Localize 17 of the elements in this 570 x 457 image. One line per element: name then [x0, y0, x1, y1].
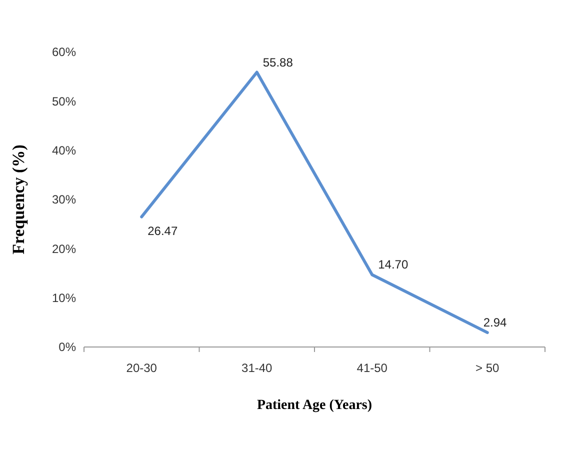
x-tick-label: > 50: [476, 361, 500, 375]
data-label: 26.47: [148, 224, 178, 238]
x-tick-label: 31-40: [242, 361, 273, 375]
y-tick-label: 20%: [52, 242, 76, 256]
y-axis-title: Frequency (%): [9, 144, 28, 254]
y-tick-label: 50%: [52, 94, 76, 108]
y-tick-label: 30%: [52, 192, 76, 207]
y-tick-label: 40%: [52, 144, 76, 158]
data-label: 14.70: [378, 258, 408, 272]
x-tick-label: 41-50: [356, 361, 388, 375]
x-axis-title: Patient Age (Years): [256, 398, 372, 413]
x-tick-label: 20-30: [126, 361, 158, 375]
y-tick-label: 60%: [52, 45, 76, 60]
y-tick-label: 0%: [58, 340, 76, 354]
data-label: 55.88: [262, 55, 294, 70]
data-label: 2.94: [483, 316, 508, 330]
y-tick-label: 10%: [52, 291, 76, 306]
